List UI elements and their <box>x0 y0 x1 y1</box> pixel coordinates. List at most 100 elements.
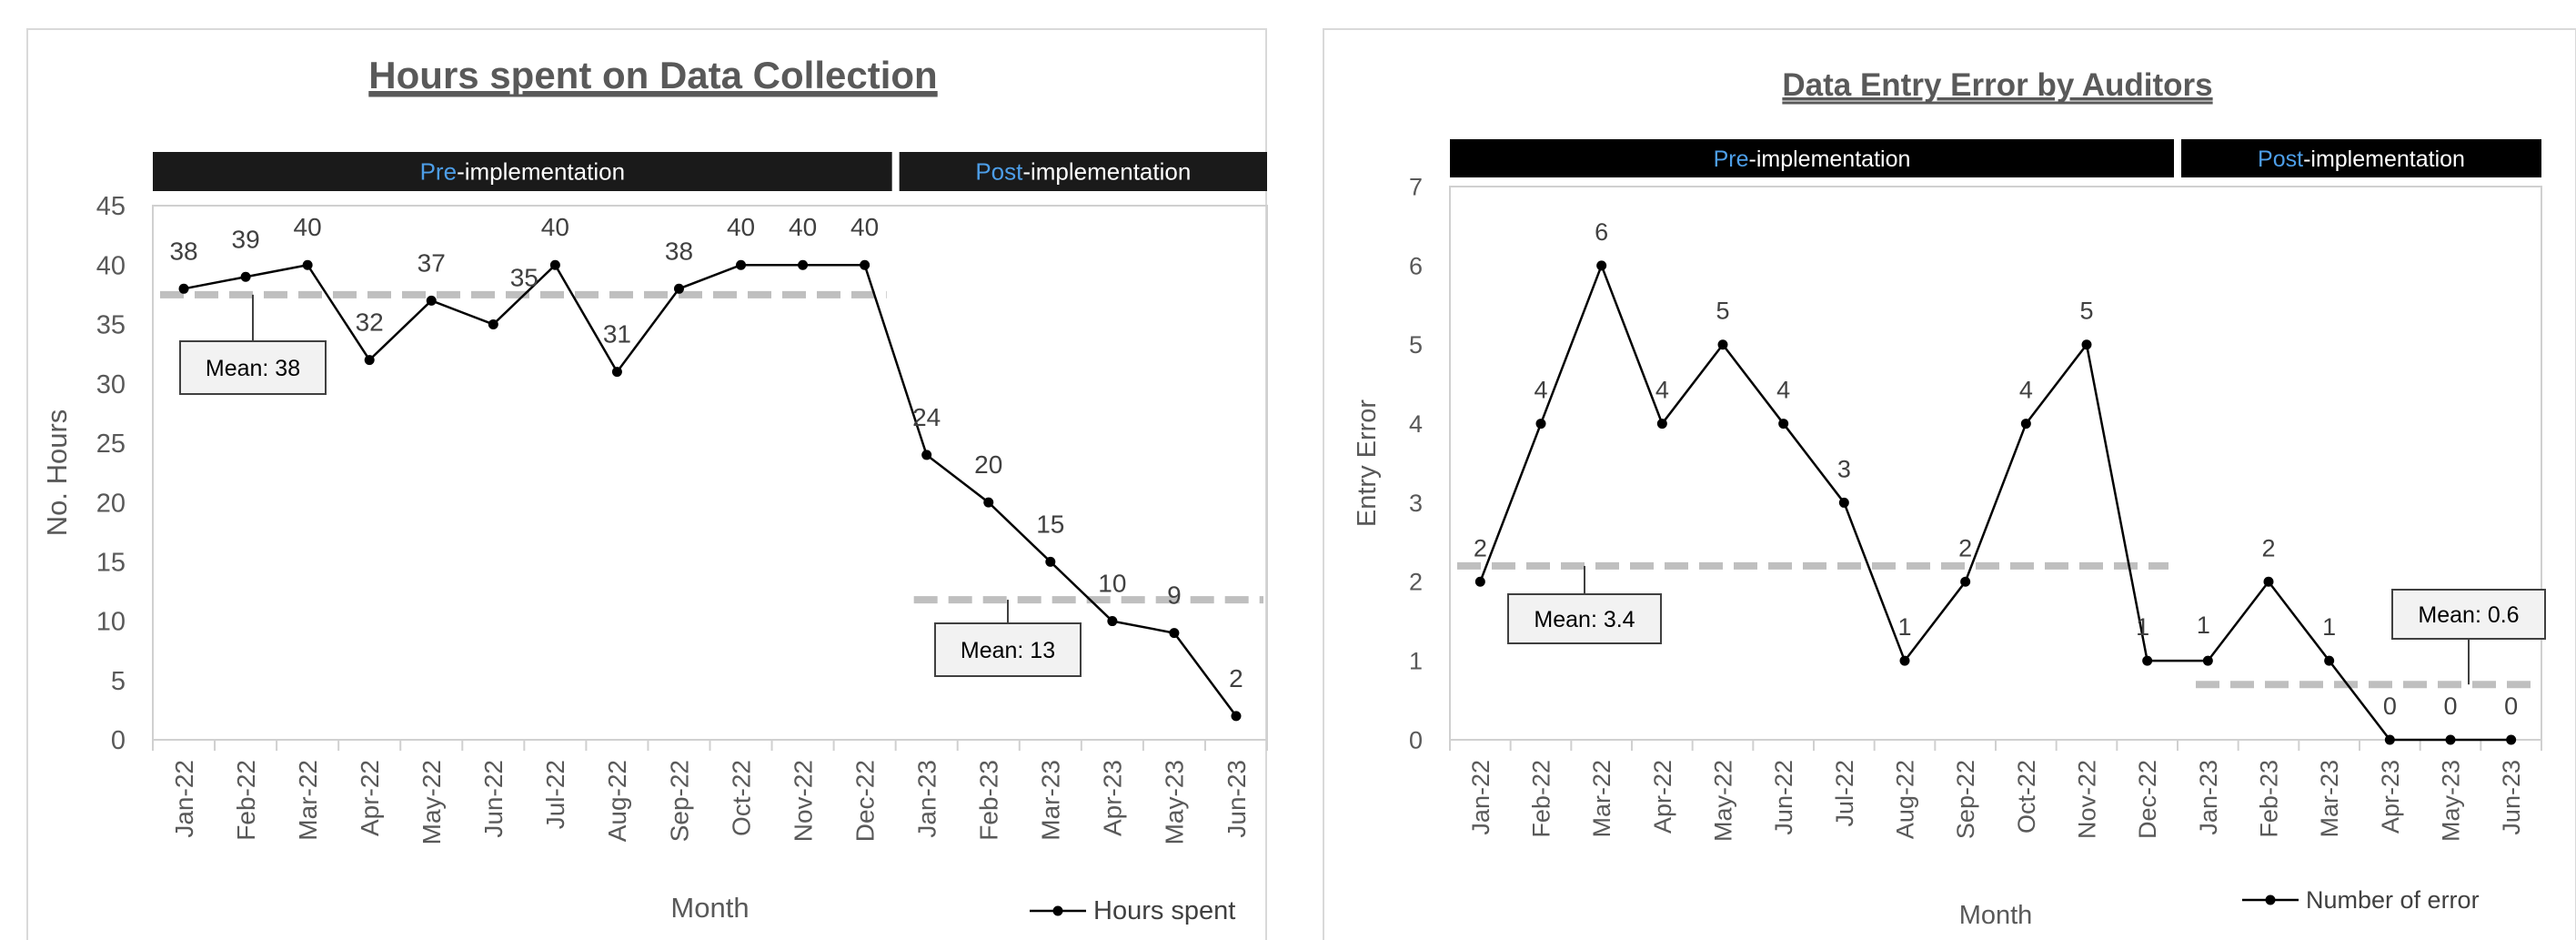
y-tick-label: 15 <box>96 548 126 577</box>
data-label: 10 <box>1098 570 1126 598</box>
legend-marker <box>2265 895 2276 905</box>
x-tick-label: Jul-22 <box>1831 760 1858 827</box>
data-point <box>2384 734 2395 745</box>
mean-callout-label: Mean: 13 <box>961 638 1055 663</box>
data-label: 1 <box>2197 612 2210 639</box>
data-label: 0 <box>2383 692 2397 720</box>
data-point <box>983 497 994 508</box>
y-tick-label: 40 <box>96 251 126 280</box>
x-tick-label: Aug-22 <box>1891 760 1918 839</box>
series-line <box>1479 262 2511 742</box>
x-tick-label: Jan-23 <box>912 760 941 838</box>
x-tick-label: Apr-22 <box>356 760 384 836</box>
data-point <box>2506 734 2517 745</box>
data-point <box>1535 419 1546 430</box>
phase-suffix: -implementation <box>1022 158 1191 186</box>
data-point <box>1717 339 1728 350</box>
x-tick-label: May-23 <box>1161 760 1189 844</box>
data-label: 40 <box>789 213 817 241</box>
y-tick-label: 0 <box>1409 726 1423 753</box>
data-point <box>2263 576 2274 587</box>
y-tick-label: 7 <box>1409 173 1423 200</box>
mean-callout-label: Mean: 3.4 <box>1534 607 1635 632</box>
data-label: 0 <box>2443 692 2457 720</box>
data-point <box>302 259 313 270</box>
data-point <box>2202 655 2213 666</box>
chart-title: Hours spent on Data Collection <box>368 54 937 96</box>
x-tick-label: Jun-23 <box>1223 760 1251 838</box>
data-label: 24 <box>912 403 941 431</box>
data-label: 2 <box>1229 664 1243 692</box>
mean-callout-label: Mean: 38 <box>206 356 300 381</box>
data-point <box>1045 556 1056 567</box>
phase-bar-post <box>899 152 1267 191</box>
data-label: 38 <box>665 237 693 265</box>
data-point <box>1474 576 1485 587</box>
x-tick-label: Nov-22 <box>789 760 817 842</box>
data-label: 15 <box>1036 510 1064 538</box>
data-label: 5 <box>2079 298 2093 325</box>
x-tick-label: May-22 <box>418 760 446 844</box>
data-point <box>736 259 747 270</box>
phase-label-pre: Pre-implementation <box>1714 147 1911 172</box>
x-tick-label: Jan-22 <box>170 760 198 838</box>
data-label: 20 <box>974 450 1002 479</box>
y-axis-label: Entry Error <box>1353 399 1382 528</box>
x-axis-label: Month <box>1959 901 2033 930</box>
mean-callout-box <box>1507 593 1662 644</box>
data-label: 2 <box>1958 534 1972 561</box>
y-tick-label: 5 <box>111 667 126 696</box>
x-tick-label: Feb-22 <box>232 760 260 841</box>
data-point <box>2324 655 2335 666</box>
x-tick-label: Jun-22 <box>1770 760 1797 835</box>
x-tick-label: Mar-22 <box>1588 760 1615 838</box>
x-tick-label: Dec-22 <box>850 760 879 842</box>
phase-suffix: -implementation <box>457 158 625 186</box>
phase-label-pre: Pre-implementation <box>420 158 625 186</box>
data-point <box>1231 711 1242 722</box>
legend-label: Hours spent <box>1093 896 1235 925</box>
data-point <box>798 259 809 270</box>
data-label: 3 <box>1837 455 1851 482</box>
data-label: 4 <box>2019 377 2033 404</box>
data-label: 2 <box>1474 534 1487 561</box>
y-tick-label: 4 <box>1409 410 1423 438</box>
legend-marker <box>1052 905 1063 916</box>
x-tick-label: Jun-23 <box>2498 760 2525 835</box>
x-tick-label: Feb-23 <box>975 760 1003 841</box>
chart-panel <box>1323 28 2576 940</box>
data-point <box>549 259 560 270</box>
x-tick-label: Jan-23 <box>2195 760 2222 835</box>
entry-error-chart: Data Entry Error by AuditorsPre-implemen… <box>1323 28 2576 940</box>
data-point <box>1169 628 1180 639</box>
x-tick-label: Feb-23 <box>2255 760 2282 838</box>
data-label: 1 <box>2322 613 2336 641</box>
data-point <box>611 367 622 378</box>
data-point <box>1838 497 1849 508</box>
x-tick-label: Aug-22 <box>603 760 631 842</box>
x-tick-label: Mar-22 <box>294 760 322 841</box>
data-point <box>860 259 870 270</box>
data-point <box>1960 576 1971 587</box>
phase-prefix: Pre <box>1714 147 1749 172</box>
data-point <box>921 450 932 460</box>
phase-prefix: Post <box>2258 147 2303 172</box>
x-tick-label: Sep-22 <box>1952 760 1979 839</box>
y-tick-label: 20 <box>96 489 126 518</box>
data-label: 2 <box>2261 534 2275 561</box>
data-label: 1 <box>2136 613 2149 641</box>
y-tick-label: 10 <box>96 608 126 637</box>
data-point <box>240 271 251 282</box>
data-label: 6 <box>1595 218 1608 246</box>
hours-chart: Hours spent on Data Collection Pre-implem… <box>26 28 1268 940</box>
y-tick-label: 30 <box>96 370 126 399</box>
data-label: 32 <box>356 308 384 337</box>
y-tick-label: 2 <box>1409 569 1423 596</box>
data-point <box>1899 655 1910 666</box>
x-tick-label: Nov-22 <box>2073 760 2100 839</box>
data-label: 39 <box>232 225 260 253</box>
x-axis-label: Month <box>670 892 749 924</box>
series-line <box>183 263 1237 717</box>
phase-prefix: Post <box>975 158 1023 186</box>
